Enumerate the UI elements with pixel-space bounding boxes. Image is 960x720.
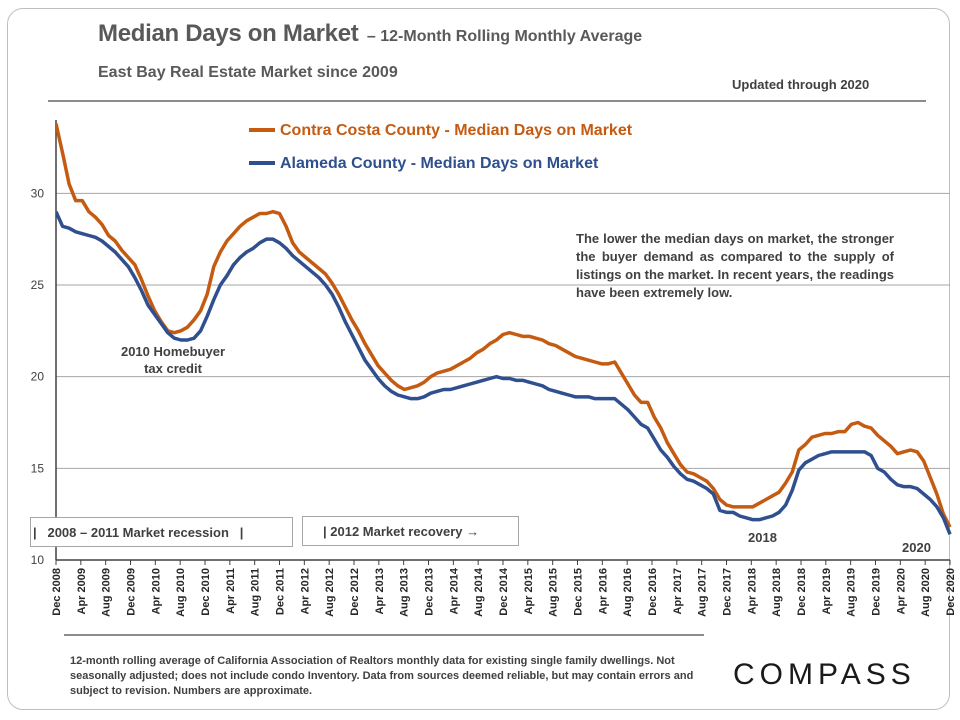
x-tick-label: Apr 2011 — [225, 568, 237, 614]
x-tick-label: Apr 2013 — [374, 568, 386, 614]
x-tick-label: Dec 2012 — [349, 568, 361, 616]
y-tick-label: 30 — [31, 186, 45, 200]
legend-label-alameda: Alameda County - Median Days on Market — [280, 155, 599, 172]
x-tick-label: Apr 2014 — [448, 567, 460, 614]
x-tick-label: Aug 2017 — [697, 568, 709, 617]
homebuyer-line1: 2010 Homebuyer — [120, 344, 226, 359]
x-tick-label: Aug 2013 — [399, 568, 411, 617]
explanatory-note: The lower the median days on market, the… — [576, 231, 894, 300]
x-tick-label: Aug 2018 — [771, 568, 783, 617]
x-tick-label: Aug 2014 — [473, 567, 485, 617]
x-tick-label: Dec 2014 — [498, 567, 510, 616]
x-tick-label: Aug 2011 — [250, 568, 262, 616]
y-tick-label: 20 — [31, 370, 45, 384]
footnote: 12-month rolling average of California A… — [70, 655, 694, 697]
x-tick-label: Apr 2020 — [895, 568, 907, 614]
x-tick-label: Aug 2012 — [324, 568, 336, 617]
homebuyer-line2: tax credit — [144, 361, 202, 376]
x-tick-label: Aug 2010 — [175, 568, 187, 617]
chart-frame — [7, 8, 950, 710]
label-2020: 2020 — [902, 540, 931, 555]
recession-box: | 2008 – 2011 Market recession | — [30, 517, 293, 547]
x-tick-label: Dec 2018 — [796, 568, 808, 616]
chart-subtitle: East Bay Real Estate Market since 2009 — [98, 64, 398, 81]
x-tick-label: Dec 2015 — [573, 568, 585, 616]
updated-label: Updated through 2020 — [732, 77, 870, 92]
label-2018: 2018 — [748, 530, 777, 545]
chart-title: Median Days on Market – 12-Month Rolling… — [98, 20, 642, 48]
x-tick-label: Dec 2010 — [200, 568, 212, 616]
x-tick-label: Apr 2019 — [821, 568, 833, 614]
x-tick-label: Aug 2019 — [846, 568, 858, 617]
x-tick-label: Dec 2011 — [275, 568, 287, 615]
y-tick-label: 25 — [31, 278, 45, 292]
alameda-line — [56, 210, 952, 535]
x-tick-label: Dec 2019 — [871, 568, 883, 616]
x-tick-label: Apr 2012 — [299, 568, 311, 614]
title-main: Median Days on Market — [98, 20, 359, 47]
x-tick-label: Aug 2020 — [920, 568, 932, 617]
footer-divider — [64, 634, 704, 636]
x-tick-label: Aug 2015 — [548, 568, 560, 617]
x-tick-label: Dec 2016 — [647, 568, 659, 616]
y-tick-label: 10 — [31, 553, 45, 567]
x-tick-label: Apr 2015 — [523, 568, 535, 614]
recovery-label: | 2012 Market recovery → — [323, 523, 480, 539]
x-tick-label: Apr 2010 — [150, 568, 162, 614]
legend-label-contra-costa: Contra Costa County - Median Days on Mar… — [280, 122, 633, 139]
x-tick-label: Apr 2017 — [672, 568, 684, 614]
x-tick-label: Apr 2018 — [746, 568, 758, 614]
x-tick-label: Dec 2009 — [126, 568, 138, 616]
contra-costa-line — [56, 123, 952, 528]
title-suffix: – 12-Month Rolling Monthly Average — [366, 28, 643, 45]
x-tick-label: Dec 2013 — [424, 568, 436, 616]
homebuyer-annotation: 2010 Homebuyer tax credit — [112, 343, 234, 377]
header-divider — [48, 100, 926, 102]
x-tick-label: Apr 2016 — [597, 568, 609, 614]
recession-label: | 2008 – 2011 Market recession | — [33, 524, 244, 540]
compass-logo: COMPASS — [733, 658, 916, 691]
x-tick-label: Dec 2008 — [51, 568, 63, 616]
x-tick-label: Dec 2017 — [722, 568, 734, 616]
x-tick-label: Apr 2009 — [76, 568, 88, 614]
recovery-box: | 2012 Market recovery → — [302, 516, 519, 546]
x-tick-label: Aug 2009 — [101, 568, 113, 617]
x-tick-label: Aug 2016 — [622, 568, 634, 617]
y-tick-label: 15 — [31, 461, 45, 475]
x-tick-label: Dec 2020 — [945, 568, 957, 616]
